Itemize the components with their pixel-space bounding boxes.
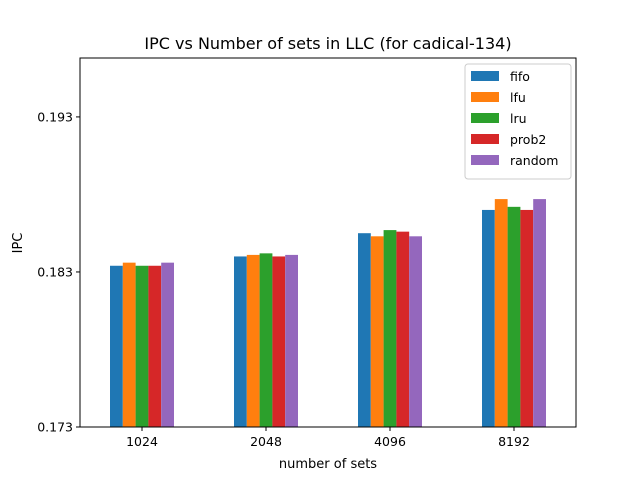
bar-lru-4096 <box>383 230 397 427</box>
legend-label-fifo: fifo <box>510 69 530 84</box>
bars-layer <box>110 199 546 427</box>
bar-random-4096 <box>409 236 422 427</box>
chart-title: IPC vs Number of sets in LLC (for cadica… <box>144 34 511 53</box>
bar-random-2048 <box>285 254 298 427</box>
plot-frame <box>79 57 577 428</box>
x-tick-label: 1024 <box>126 434 158 449</box>
bar-lru-2048 <box>259 253 273 427</box>
legend-swatch-lfu <box>471 92 499 102</box>
bar-lfu-1024 <box>122 262 136 427</box>
legend-swatch-lru <box>471 113 499 123</box>
x-tick-label: 8192 <box>498 434 530 449</box>
x-axis-label: number of sets <box>279 457 377 472</box>
bar-lru-1024 <box>135 265 149 427</box>
x-ticks: 1024 2048 4096 8192 <box>126 427 530 449</box>
bar-prob2-1024 <box>148 265 162 427</box>
bar-prob2-8192 <box>520 209 534 427</box>
bar-lfu-8192 <box>494 199 508 427</box>
legend-swatch-random <box>471 155 499 165</box>
legend-label-random: random <box>510 153 558 168</box>
bar-lfu-4096 <box>370 236 384 427</box>
bar-fifo-4096 <box>358 233 371 427</box>
legend-label-lru: lru <box>510 111 527 126</box>
bar-fifo-1024 <box>110 265 123 427</box>
bar-lru-8192 <box>507 206 521 427</box>
legend-label-lfu: lfu <box>510 90 526 105</box>
bar-prob2-4096 <box>396 231 410 427</box>
y-axis-label: IPC <box>11 233 26 254</box>
legend: fifo lfu lru prob2 random <box>464 63 572 180</box>
legend-swatch-prob2 <box>471 134 499 144</box>
bar-prob2-2048 <box>272 256 286 427</box>
bar-fifo-2048 <box>234 256 247 427</box>
x-tick-label: 2048 <box>250 434 282 449</box>
legend-swatch-fifo <box>471 71 499 81</box>
legend-label-prob2: prob2 <box>510 132 546 147</box>
bar-fifo-8192 <box>482 209 495 427</box>
bar-random-8192 <box>533 199 546 427</box>
y-tick-label: 0.173 <box>37 420 73 435</box>
x-tick-label: 4096 <box>374 434 406 449</box>
y-tick-label: 0.193 <box>37 109 73 124</box>
bar-lfu-2048 <box>246 254 260 427</box>
y-ticks: 0.173 0.183 0.193 <box>37 109 80 435</box>
y-tick-label: 0.183 <box>37 264 73 279</box>
bar-random-1024 <box>161 262 174 427</box>
